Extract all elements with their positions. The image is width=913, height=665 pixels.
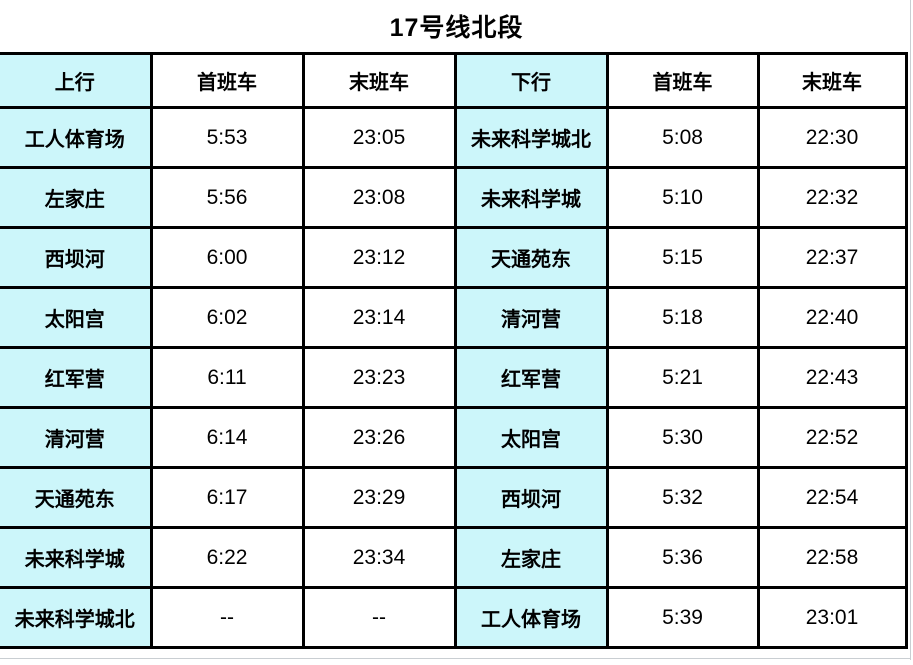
time-cell: 23:12 [301,226,457,289]
time-cell: 22:30 [756,106,908,169]
time-cell: 5:08 [605,106,760,169]
station-cell: 未来科学城北 [453,106,609,169]
time-cell: -- [301,586,457,649]
station-cell: 清河营 [453,286,609,349]
time-cell: 23:26 [301,406,457,469]
time-cell: 23:01 [756,586,908,649]
header-last-train-down: 末班车 [756,52,908,109]
table-row: 西坝河 6:00 23:12 天通苑东 5:15 22:37 [0,226,908,289]
time-cell: 5:15 [605,226,760,289]
time-cell: 23:34 [301,526,457,589]
time-cell: 6:22 [149,526,305,589]
time-cell: 22:52 [756,406,908,469]
station-cell: 左家庄 [0,166,153,229]
table-row: 太阳宫 6:02 23:14 清河营 5:18 22:40 [0,286,908,349]
header-row: 上行 首班车 末班车 下行 首班车 末班车 [0,52,908,109]
header-first-train-up: 首班车 [149,52,305,109]
table-row: 左家庄 5:56 23:08 未来科学城 5:10 22:32 [0,166,908,229]
station-cell: 红军营 [453,346,609,409]
time-cell: 22:40 [756,286,908,349]
gridline-right [910,0,911,660]
time-cell: 6:17 [149,466,305,529]
time-cell: 5:53 [149,106,305,169]
table-row: 未来科学城北 -- -- 工人体育场 5:39 23:01 [0,586,908,649]
table-row: 红军营 6:11 23:23 红军营 5:21 22:43 [0,346,908,409]
time-cell: 23:29 [301,466,457,529]
time-cell: 5:39 [605,586,760,649]
time-cell: 23:14 [301,286,457,349]
station-cell: 工人体育场 [453,586,609,649]
table-row: 天通苑东 6:17 23:29 西坝河 5:32 22:54 [0,466,908,529]
time-cell: 6:02 [149,286,305,349]
time-cell: 6:00 [149,226,305,289]
time-cell: 6:14 [149,406,305,469]
timetable-body: 工人体育场 5:53 23:05 未来科学城北 5:08 22:30 左家庄 5:56 23:0… [0,106,908,649]
time-cell: 6:11 [149,346,305,409]
time-cell: 5:32 [605,466,760,529]
time-cell: 23:08 [301,166,457,229]
station-cell: 红军营 [0,346,153,409]
time-cell: 5:18 [605,286,760,349]
station-cell: 未来科学城 [0,526,153,589]
time-cell: 22:37 [756,226,908,289]
timetable: 上行 首班车 末班车 下行 首班车 末班车 工人体育场 5:53 23:05 未来科学… [0,52,908,649]
time-cell: 22:54 [756,466,908,529]
time-cell: 5:21 [605,346,760,409]
table-row: 清河营 6:14 23:26 太阳宫 5:30 22:52 [0,406,908,469]
station-cell: 清河营 [0,406,153,469]
gridline-bottom [0,658,911,659]
station-cell: 西坝河 [453,466,609,529]
time-cell: 5:56 [149,166,305,229]
station-cell: 西坝河 [0,226,153,289]
station-cell: 天通苑东 [453,226,609,289]
station-cell: 未来科学城 [453,166,609,229]
header-up-direction: 上行 [0,52,153,109]
time-cell: 22:58 [756,526,908,589]
page-title: 17号线北段 [389,14,524,42]
header-last-train-up: 末班车 [301,52,457,109]
station-cell: 工人体育场 [0,106,153,169]
time-cell: 5:36 [605,526,760,589]
table-row: 未来科学城 6:22 23:34 左家庄 5:36 22:58 [0,526,908,589]
time-cell: 22:32 [756,166,908,229]
table-row: 工人体育场 5:53 23:05 未来科学城北 5:08 22:30 [0,106,908,169]
time-cell: 23:05 [301,106,457,169]
station-cell: 太阳宫 [0,286,153,349]
time-cell: 5:10 [605,166,760,229]
header-first-train-down: 首班车 [605,52,760,109]
station-cell: 天通苑东 [0,466,153,529]
time-cell: 23:23 [301,346,457,409]
time-cell: 5:30 [605,406,760,469]
time-cell: -- [149,586,305,649]
header-down-direction: 下行 [453,52,609,109]
station-cell: 左家庄 [453,526,609,589]
station-cell: 未来科学城北 [0,586,153,649]
station-cell: 太阳宫 [453,406,609,469]
time-cell: 22:43 [756,346,908,409]
